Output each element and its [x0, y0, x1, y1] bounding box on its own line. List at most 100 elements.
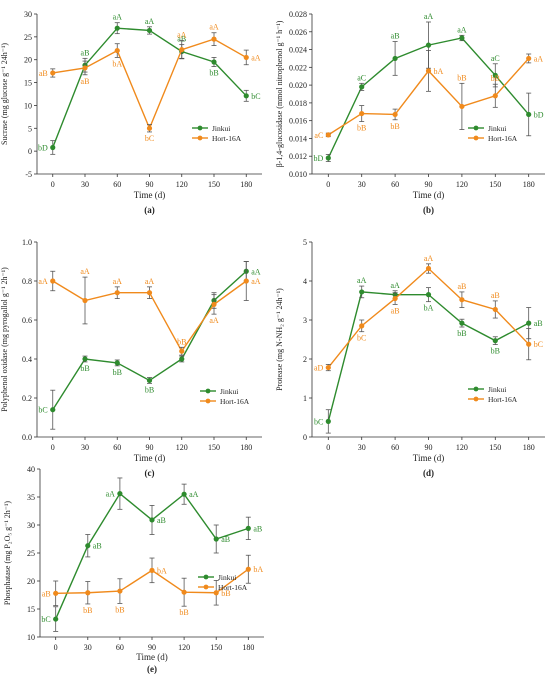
- data-label: aC: [491, 54, 500, 63]
- legend-marker: [205, 398, 211, 404]
- data-label: bC: [534, 340, 543, 349]
- data-point: [359, 110, 365, 117]
- y-tick-label: 0: [303, 433, 307, 442]
- series-jinkui: bD aC aB aA aA aC bD: [314, 12, 544, 163]
- data-point: [149, 567, 155, 573]
- data-label: aA: [177, 31, 187, 40]
- y-tick-label: 40: [27, 465, 35, 474]
- x-tick-label: 0: [51, 443, 55, 452]
- data-point: [425, 42, 432, 48]
- data-label: bB: [390, 122, 399, 131]
- data-point: [146, 377, 153, 384]
- data-label: bC: [251, 92, 260, 101]
- x-tick-label: 120: [456, 180, 468, 189]
- data-point: [50, 278, 56, 284]
- x-tick-label: 90: [148, 643, 156, 652]
- x-tick-label: 120: [176, 443, 188, 452]
- data-label: bA: [112, 59, 122, 68]
- legend-entry: Hort-16A: [488, 134, 518, 143]
- legend-entry: Hort-16A: [220, 397, 250, 406]
- data-label: bA: [434, 67, 444, 76]
- series-jinkui: bC aB aA aB aA aB aB: [41, 477, 262, 632]
- x-tick-label: 30: [81, 180, 89, 189]
- data-point: [459, 320, 465, 326]
- data-point: [459, 103, 465, 110]
- data-point: [114, 290, 120, 296]
- data-label: aB: [253, 524, 262, 533]
- x-axis-label: Time (d): [136, 652, 167, 662]
- data-label: aB: [221, 535, 230, 544]
- data-point: [526, 341, 532, 347]
- data-label: bC: [145, 134, 154, 143]
- y-tick-label: 15: [24, 79, 32, 88]
- data-label: aB: [534, 319, 543, 328]
- data-label: aA: [534, 54, 544, 63]
- legend-entry: Jinkui: [212, 124, 230, 133]
- data-label: aA: [357, 276, 367, 285]
- data-label: bD: [534, 110, 544, 119]
- data-label: bB: [177, 337, 186, 346]
- data-point: [82, 356, 88, 362]
- x-tick-label: 180: [240, 443, 252, 452]
- x-tick-label: 150: [208, 443, 220, 452]
- data-point: [50, 70, 56, 76]
- x-tick-label: 90: [425, 443, 433, 452]
- data-point: [146, 125, 153, 131]
- series-jinkui: bC aA aA bA bB bB aB: [314, 276, 543, 434]
- data-label: aB: [93, 542, 102, 551]
- data-label: aA: [113, 277, 123, 286]
- y-tick-label: 0.018: [289, 99, 307, 108]
- y-tick-label: 0.020: [289, 81, 307, 90]
- y-axis-label: Sucrase (mg glucose g⁻¹ 24h⁻¹): [0, 43, 9, 145]
- chart-panel-b: 0.010 0.012 0.014 0.016 0.018 0.020 0.022 0.024…: [275, 10, 545, 215]
- y-axis-label: Phosphatase (mg P₂O₅ g⁻¹ 2h⁻¹): [3, 501, 12, 605]
- data-label: bB: [115, 605, 124, 614]
- x-tick-label: 0: [326, 180, 330, 189]
- data-point: [85, 543, 91, 549]
- data-point: [50, 144, 56, 151]
- data-label: aB: [177, 35, 186, 44]
- legend-marker: [203, 584, 209, 590]
- x-tick-label: 60: [113, 443, 121, 452]
- x-tick-label: 90: [425, 180, 433, 189]
- data-point: [85, 590, 91, 596]
- y-tick-label: 0.024: [289, 46, 307, 55]
- legend-marker: [473, 125, 479, 131]
- y-tick-label: 0.2: [22, 394, 32, 403]
- data-point: [53, 616, 59, 622]
- legend-entry: Jinkui: [488, 124, 506, 133]
- data-label: aA: [106, 490, 116, 499]
- y-tick-label: 0: [28, 147, 32, 156]
- data-point: [117, 491, 123, 497]
- data-label: bB: [209, 69, 218, 78]
- data-label: bB: [83, 606, 92, 615]
- data-point: [82, 297, 88, 304]
- data-label: aB: [81, 77, 90, 86]
- data-point: [50, 407, 56, 413]
- data-point: [492, 72, 498, 78]
- legend-marker: [205, 388, 211, 394]
- x-tick-label: 90: [146, 443, 154, 452]
- data-label: bB: [145, 385, 154, 394]
- y-tick-label: 0.012: [289, 152, 307, 161]
- data-point: [245, 566, 251, 572]
- data-point: [211, 59, 217, 65]
- y-tick-label: 0.010: [289, 170, 307, 179]
- data-point: [492, 93, 498, 99]
- data-point: [243, 54, 249, 61]
- data-label: aA: [38, 277, 48, 286]
- x-tick-label: 150: [489, 180, 501, 189]
- x-tick-label: 120: [178, 643, 190, 652]
- y-tick-label: 5: [28, 124, 32, 133]
- data-label: bC: [314, 417, 323, 426]
- x-tick-label: 60: [391, 180, 399, 189]
- x-axis-label: Time (d): [134, 190, 165, 200]
- legend-entry: Jinkui: [218, 573, 236, 582]
- y-tick-label: 25: [24, 33, 32, 42]
- data-point: [325, 364, 331, 371]
- y-tick-label: 1: [303, 394, 307, 403]
- x-tick-label: 150: [489, 443, 501, 452]
- data-point: [245, 525, 251, 531]
